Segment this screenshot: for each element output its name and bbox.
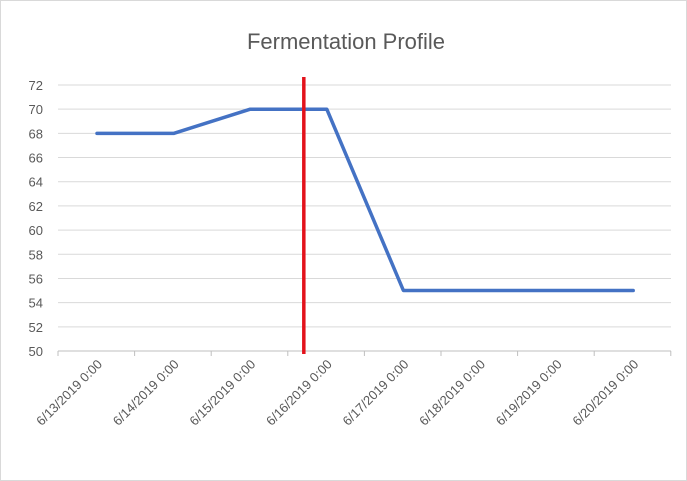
x-axis (57, 350, 672, 356)
y-tick-label: 66 (29, 151, 43, 166)
x-tick-label: 6/15/2019 0:00 (186, 357, 258, 429)
x-tick-label: 6/13/2019 0:00 (33, 357, 105, 429)
y-tick-label: 60 (29, 223, 43, 238)
x-tick-label: 6/17/2019 0:00 (340, 357, 412, 429)
grid-lines (58, 84, 671, 328)
series-layer (95, 107, 635, 293)
y-axis-tick-labels: 50 52 54 56 58 60 62 64 66 68 70 72 (29, 78, 43, 359)
y-tick-label: 54 (29, 296, 43, 311)
x-tick-label: 6/20/2019 0:00 (569, 357, 641, 429)
x-axis-tick-labels: 6/13/2019 0:00 6/14/2019 0:00 6/15/2019 0:… (33, 357, 641, 429)
x-tick-label: 6/14/2019 0:00 (110, 357, 182, 429)
x-tick-label: 6/18/2019 0:00 (416, 357, 488, 429)
x-tick-label: 6/16/2019 0:00 (263, 357, 335, 429)
y-tick-label: 64 (29, 175, 43, 190)
y-tick-label: 72 (29, 78, 43, 93)
y-tick-label: 52 (29, 320, 43, 335)
y-tick-label: 70 (29, 102, 43, 117)
y-tick-label: 56 (29, 271, 43, 286)
y-tick-label: 62 (29, 199, 43, 214)
series-line-0 (95, 107, 635, 293)
y-tick-label: 68 (29, 126, 43, 141)
y-tick-label: 50 (29, 344, 43, 359)
x-tick-label: 6/19/2019 0:00 (493, 357, 565, 429)
y-tick-label: 58 (29, 247, 43, 262)
chart-title: Fermentation Profile (247, 29, 445, 54)
